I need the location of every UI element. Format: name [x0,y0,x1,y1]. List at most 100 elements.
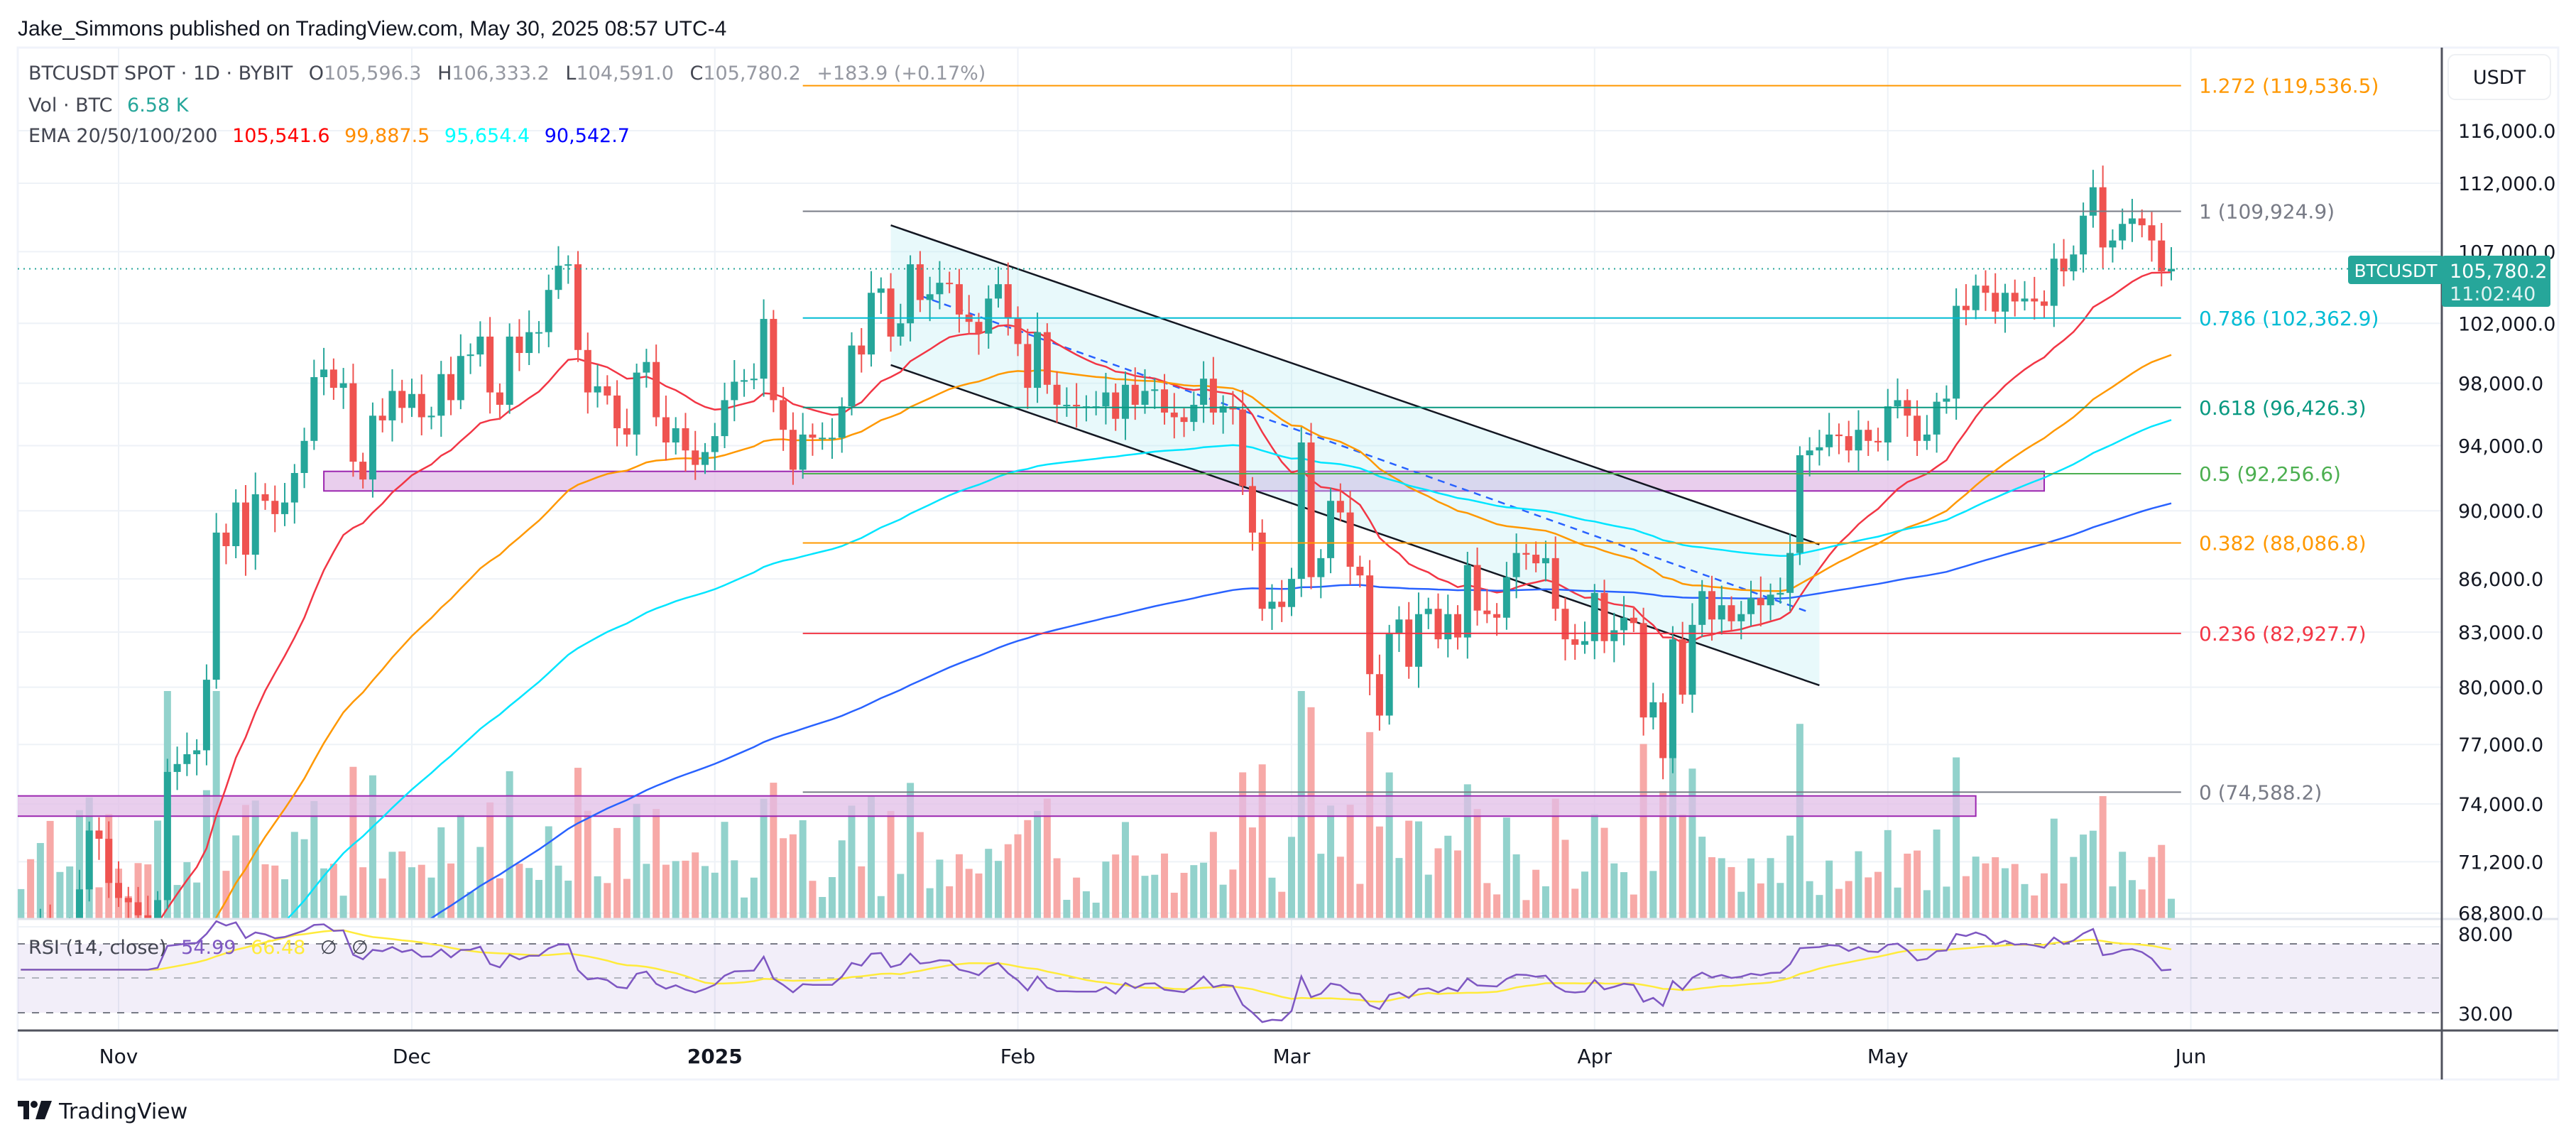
volume-bar [359,867,367,918]
volume-bar [1219,884,1227,918]
price-axis[interactable]: 116,000.0112,000.0107,000.0102,000.098,0… [2458,121,2555,925]
candle-body [809,434,817,438]
candle-body [770,319,777,401]
candle [1356,555,1364,588]
candle [183,732,191,776]
volume-bar [2060,883,2068,918]
volume-bar [290,832,298,918]
volume-bar [1796,724,1803,918]
candle [2158,223,2166,287]
candle-body [271,501,279,514]
candle [320,347,328,396]
candle [1914,400,1921,456]
volume-bar [809,881,817,918]
channel-mid-line[interactable] [919,295,1811,614]
price-tick-label: 112,000.0 [2458,173,2555,195]
candle [1317,549,1325,599]
candle [750,363,758,390]
volume-bar [1502,817,1510,918]
candle-body [1014,317,1022,344]
candle-body [173,763,181,772]
time-tick-label: Jun [2174,1045,2207,1068]
tradingview-logo[interactable]: TradingView [18,1099,187,1124]
candle [417,374,425,435]
candle-body [1200,379,1208,405]
currency-button[interactable]: USDT [2447,54,2551,100]
candle [868,271,875,367]
candle-body [1894,400,1901,407]
candle-body [1454,614,1462,638]
candle-body [1708,591,1715,620]
low-label: L [565,62,576,85]
channel-lower-line[interactable] [890,364,1820,687]
candle-body [1239,409,1247,486]
volume-bar [868,795,875,918]
candle [1649,683,1657,730]
volume-bar [995,861,1003,918]
candle [1845,420,1852,463]
candle [2070,245,2078,281]
candle [1073,383,1081,428]
candle-body [1190,404,1198,423]
candle-body [124,898,132,903]
candle [1777,577,1784,604]
volume-bar [1561,839,1569,918]
candle-body [1649,702,1657,718]
candle-body [1395,619,1403,634]
fib-retracement[interactable]: 1.272 (119,536.5) 1 (109,924.9) 0.786 (102… [802,75,2379,805]
channel-upper-line[interactable] [890,224,1820,545]
candle-body [1757,598,1764,606]
candle-body [105,839,113,883]
candle-body [359,462,367,480]
volume-bar [437,827,445,918]
candle [476,321,484,367]
volume-bar [1747,858,1755,918]
volume-bar [310,800,318,918]
volume-bar [1884,830,1892,918]
candle [1541,540,1549,582]
candle [1522,544,1530,570]
candle-body [1024,344,1032,388]
candle-body [1073,404,1081,407]
volume-bar [476,847,484,918]
volume-bar [1728,866,1735,918]
candle [1571,624,1579,660]
candle-body [1777,592,1784,595]
volume-bar [1317,854,1325,918]
candle [1679,621,1686,704]
candle [1512,533,1520,599]
ema-legend[interactable]: EMA 20/50/100/200 105,541.6 99,887.5 95,… [28,125,630,147]
volume-legend[interactable]: Vol · BTC 6.58 K [28,94,190,116]
time-axis[interactable]: Nov Dec 2025 Feb Mar Apr May Jun [99,1045,2207,1068]
candle-body [2099,187,2107,248]
support-zone-box[interactable] [11,795,1977,817]
volume-bar [1757,883,1764,918]
support-zone-box[interactable] [323,470,2046,492]
symbol-legend[interactable]: BTCUSDT SPOT · 1D · BYBIT O105,596.3 H10… [28,62,986,85]
candle [1063,387,1071,417]
candle-body [1865,430,1872,441]
low-value: 104,591.0 [576,62,673,85]
candle-body [1659,702,1667,758]
candle-body [1522,553,1530,555]
candle [887,273,895,352]
candle [633,363,640,456]
candle [1366,560,1374,695]
candle-body [408,393,416,408]
price-tick-label: 77,000.0 [2458,734,2543,756]
candle-body [1600,592,1608,641]
candle [1463,551,1471,659]
volume-bar [799,820,807,918]
volume-bar [1112,854,1120,918]
candle-body [1639,623,1647,718]
candle [388,369,396,442]
candle-body [1278,602,1286,607]
candle [780,386,787,451]
volume-bar [1845,881,1852,918]
volume-bar [1982,863,1990,918]
candle-body [858,345,866,355]
rsi-legend[interactable]: RSI (14, close) 54.99 66.48 ∅ ∅ [28,937,369,959]
volume-bar [1610,863,1618,918]
candle [1053,371,1061,423]
